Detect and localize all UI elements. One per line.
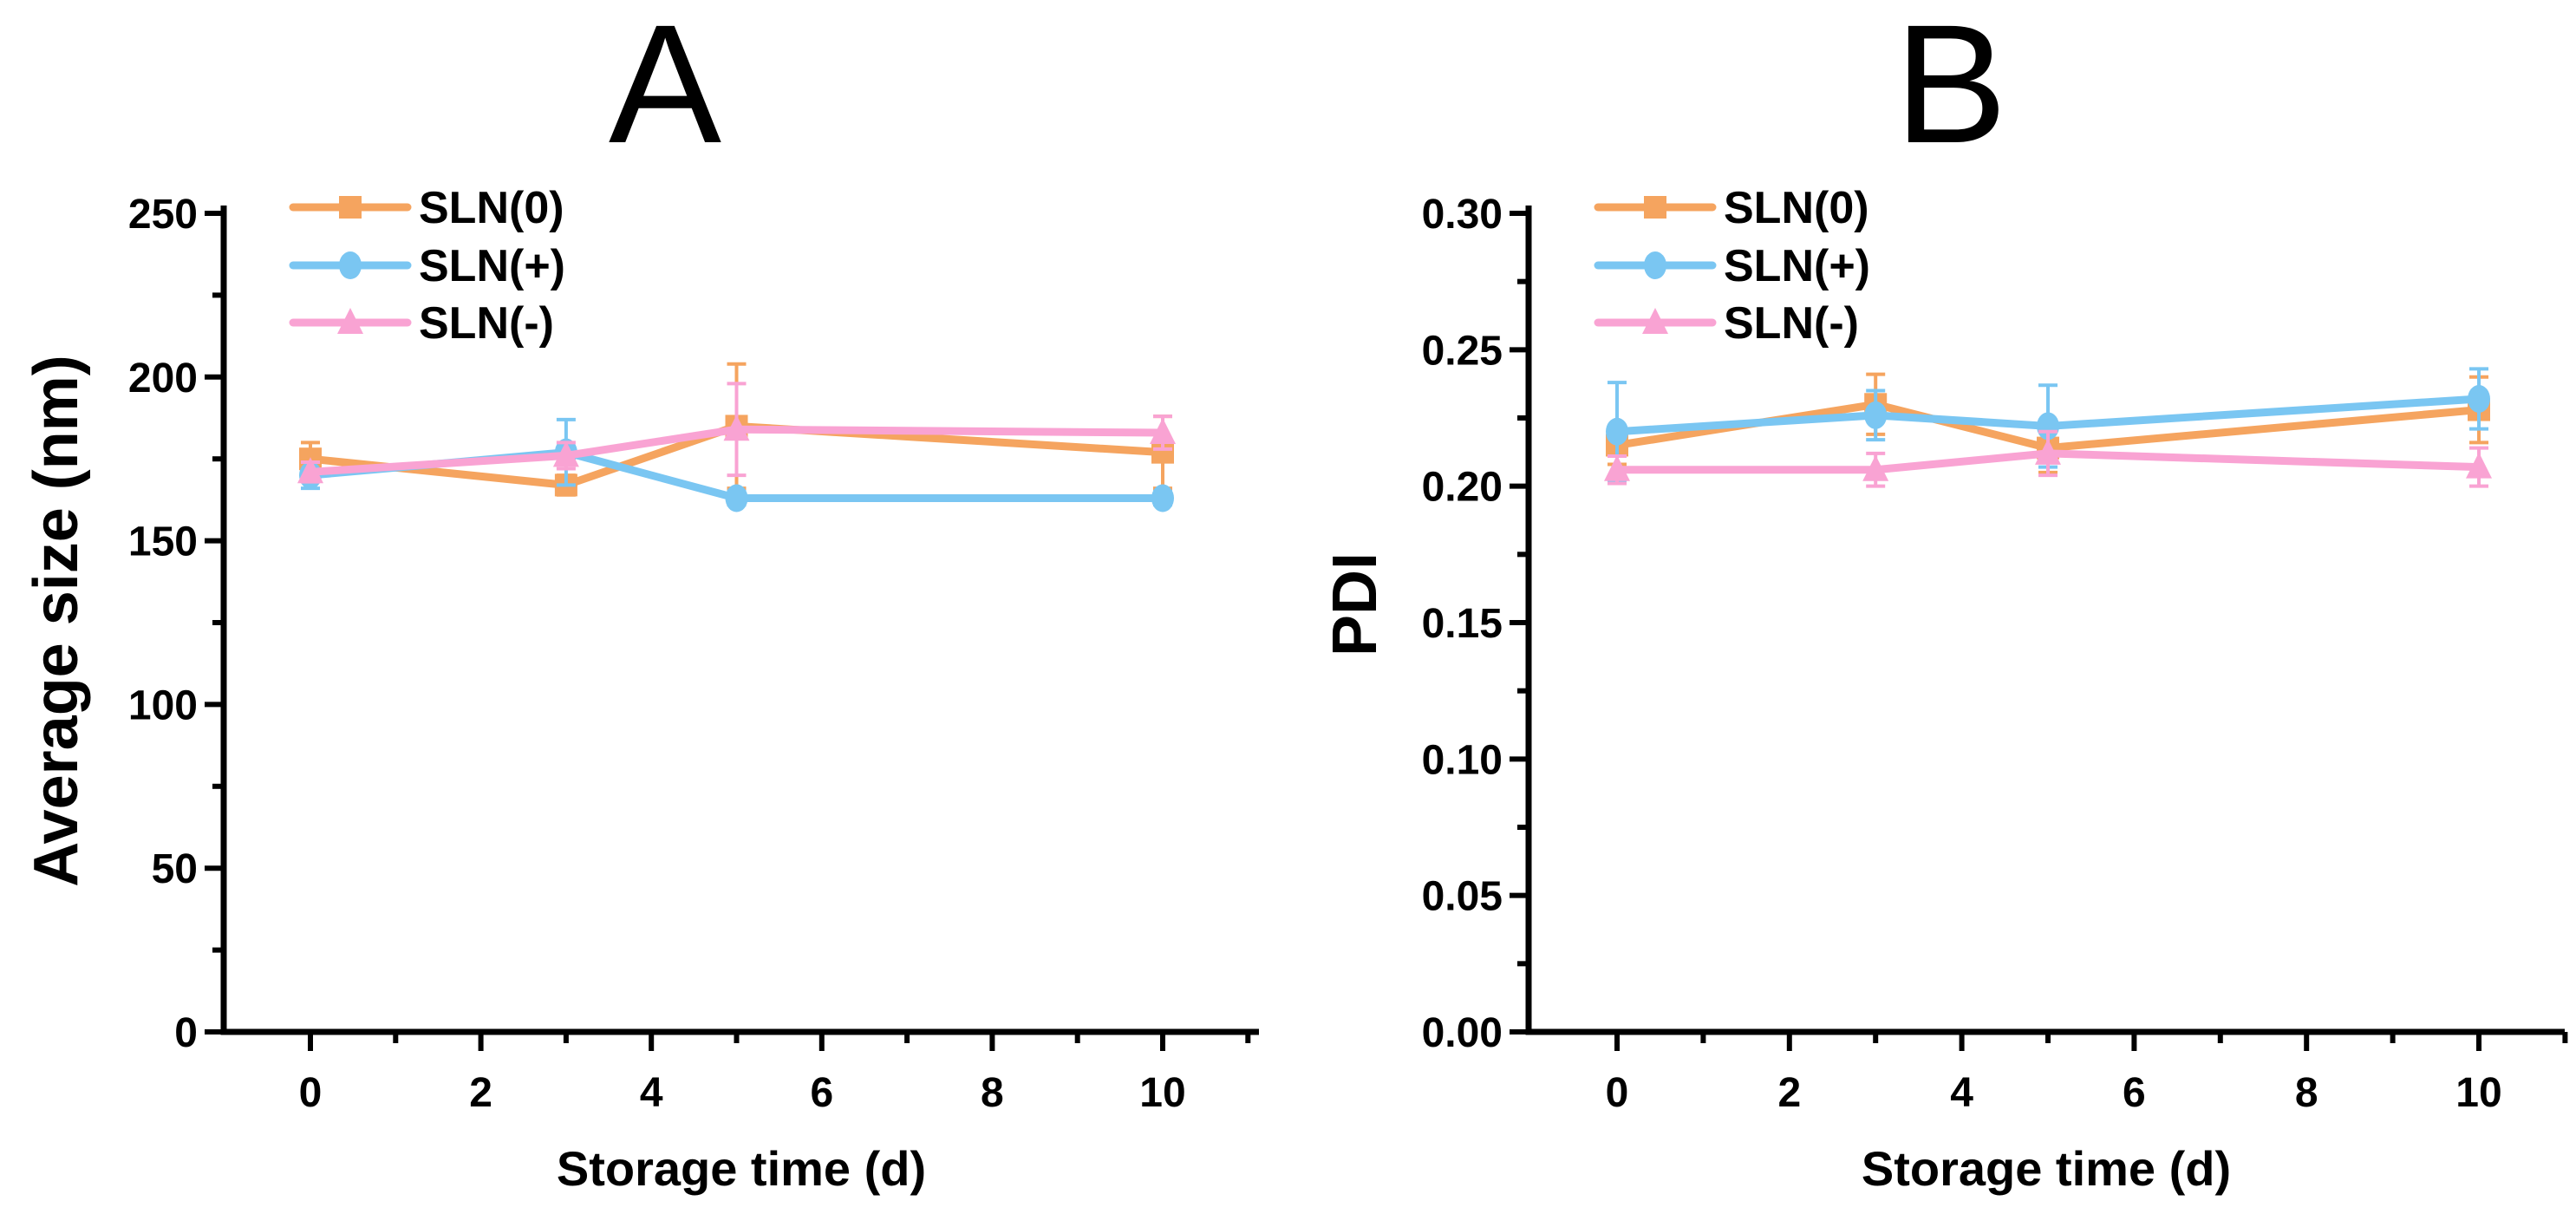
panel-a-x-axis-title: Storage time (d) [556, 1141, 927, 1196]
x-tick-label: 2 [469, 1070, 492, 1116]
series-line [1613, 395, 2483, 436]
data-point-marker-triangle [723, 414, 750, 441]
data-point-marker-circle [1151, 484, 1174, 512]
x-tick-label: 0 [1606, 1070, 1629, 1116]
data-point-marker-circle [725, 484, 748, 512]
panel-a-letter: A [608, 0, 722, 179]
x-tick-label: 4 [1950, 1070, 1973, 1116]
panel-b: 0.00 0.05 0.10 0.15 0.20 0.25 0.30 0 2 4 6 8 10 SLN(0… [1422, 183, 2568, 1116]
y-tick-label: 0.15 [1422, 601, 1503, 647]
legend-marker-circle [1644, 251, 1666, 279]
data-point-marker-triangle [2466, 452, 2492, 479]
legend-item: SLN(+) [289, 241, 565, 291]
y-tick-label: 150 [128, 519, 198, 565]
legend-item: SLN(0) [1594, 183, 1869, 233]
legend-label: SLN(-) [1724, 298, 1859, 349]
y-tick-label: 0.00 [1422, 1010, 1503, 1056]
data-point-marker-circle [1864, 401, 1888, 429]
legend-item: SLN(-) [1594, 298, 1859, 349]
legend-marker-circle [339, 251, 362, 279]
y-tick-label: 0.05 [1422, 874, 1503, 920]
series-line [1613, 449, 2483, 474]
panel-a: 0 50 100 150 200 250 0 2 4 6 8 10 SLN(0) SLN(+) SLN(-) [128, 183, 1259, 1116]
data-point-marker-triangle [2035, 438, 2061, 465]
legend-marker-square [339, 196, 362, 219]
panel-b-x-axis-title: Storage time (d) [1861, 1141, 2232, 1196]
x-tick-label: 10 [2455, 1070, 2501, 1116]
legend-label: SLN(+) [1724, 241, 1870, 291]
series-SLN(+) [1606, 367, 2490, 483]
data-point-marker-triangle [1862, 454, 1889, 481]
x-tick-label: 8 [981, 1070, 1004, 1116]
x-tick-label: 8 [2295, 1070, 2318, 1116]
y-tick-label: 250 [128, 192, 198, 238]
legend-marker-triangle [1642, 308, 1668, 334]
x-tick-label: 6 [2123, 1070, 2146, 1116]
y-tick-label: 0.10 [1422, 737, 1503, 783]
legend-item: SLN(-) [289, 298, 554, 349]
data-point-marker-circle [2468, 384, 2490, 413]
legend-label: SLN(0) [1724, 183, 1869, 233]
legend-label: SLN(+) [419, 241, 565, 291]
y-tick-label: 100 [128, 682, 198, 728]
series-line [306, 421, 1167, 489]
y-tick-label: 200 [128, 356, 198, 401]
data-point-marker-triangle [1150, 417, 1176, 444]
legend-marker-triangle [337, 308, 363, 334]
x-tick-label: 0 [299, 1070, 323, 1116]
x-tick-label: 6 [810, 1070, 833, 1116]
x-tick-label: 4 [640, 1070, 663, 1116]
series-line [306, 425, 1167, 476]
y-tick-label: 0.30 [1422, 192, 1503, 238]
data-point-marker-circle [1606, 417, 1628, 446]
legend-marker-square [1644, 196, 1666, 219]
legend-a: SLN(0) SLN(+) SLN(-) [289, 183, 565, 349]
data-point-marker-triangle [297, 457, 323, 484]
panel-b-letter: B [1894, 0, 2008, 179]
data-point-marker-triangle [1604, 454, 1630, 481]
legend-label: SLN(0) [419, 183, 564, 233]
series-SLN(-) [1604, 429, 2492, 488]
x-tick-label: 2 [1777, 1070, 1801, 1116]
series-SLN(-) [297, 382, 1176, 484]
legend-item: SLN(0) [289, 183, 564, 233]
y-tick-label: 0.20 [1422, 465, 1503, 511]
legend-label: SLN(-) [419, 298, 554, 349]
y-tick-label: 0.25 [1422, 328, 1503, 374]
legend-b: SLN(0) SLN(+) SLN(-) [1594, 183, 1870, 349]
legend-item: SLN(+) [1594, 241, 1870, 291]
data-point-marker-triangle [552, 441, 579, 467]
y-tick-label: 50 [152, 846, 198, 892]
x-tick-label: 10 [1139, 1070, 1185, 1116]
y-tick-label: 0 [174, 1010, 198, 1056]
